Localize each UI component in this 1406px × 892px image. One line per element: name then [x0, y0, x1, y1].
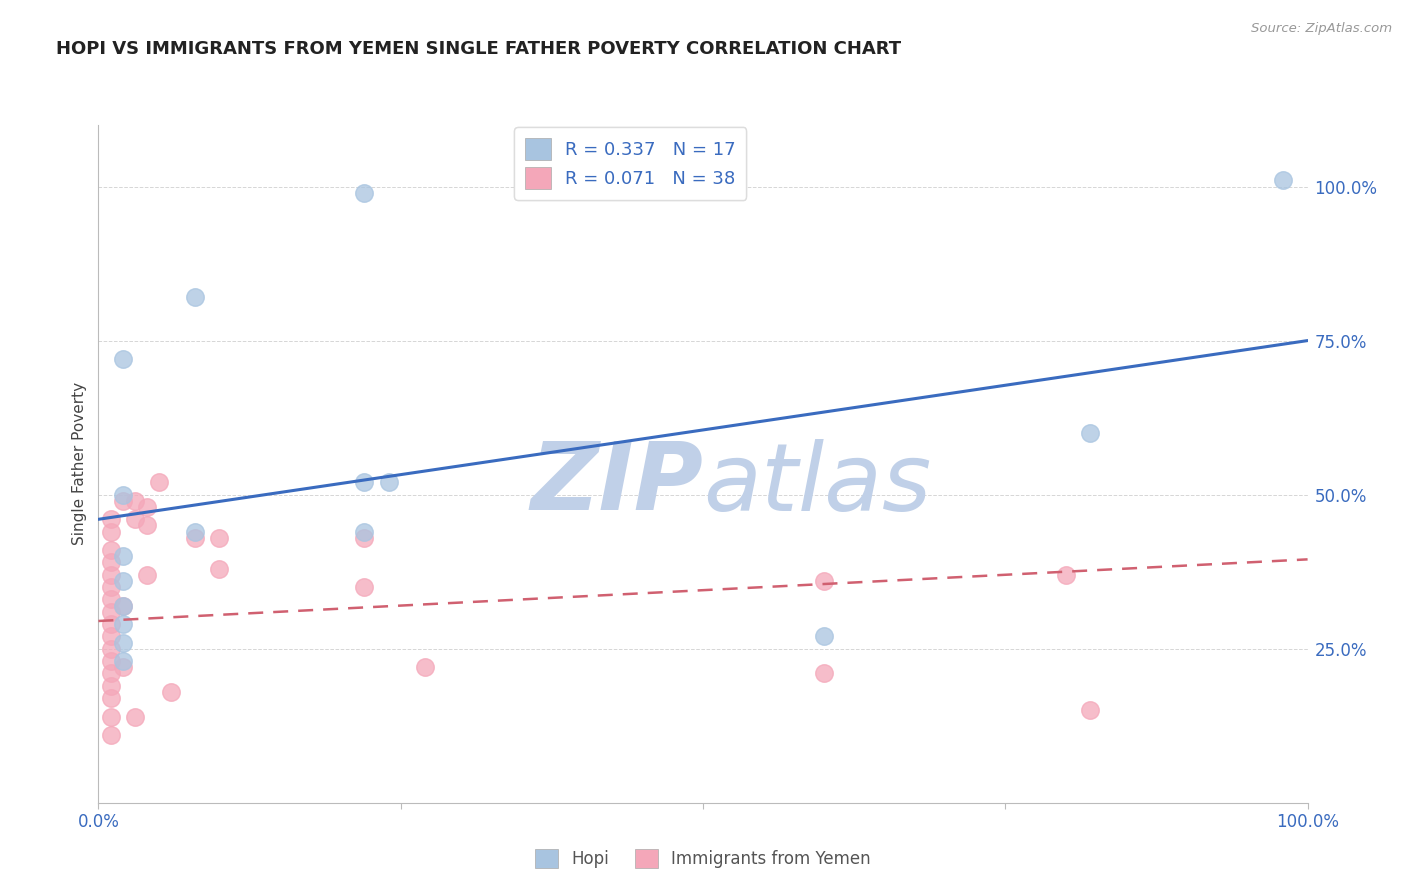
Point [813, 666, 835, 681]
Point [100, 524, 122, 539]
Point [100, 654, 122, 668]
Point [377, 475, 399, 490]
Point [184, 290, 207, 304]
Point [148, 475, 170, 490]
Point [353, 524, 375, 539]
Point [413, 660, 436, 674]
Point [100, 567, 122, 582]
Point [353, 186, 375, 200]
Point [111, 617, 134, 632]
Point [1054, 567, 1077, 582]
Point [184, 531, 207, 545]
Text: atlas: atlas [703, 439, 931, 530]
Point [353, 580, 375, 594]
Point [160, 685, 183, 699]
Point [124, 709, 146, 723]
Point [100, 629, 122, 643]
Legend: R = 0.337   N = 17, R = 0.071   N = 38: R = 0.337 N = 17, R = 0.071 N = 38 [515, 128, 747, 200]
Point [135, 567, 157, 582]
Point [111, 654, 134, 668]
Point [111, 549, 134, 564]
Y-axis label: Single Father Poverty: Single Father Poverty [72, 383, 87, 545]
Point [184, 524, 207, 539]
Point [100, 556, 122, 570]
Point [100, 679, 122, 693]
Point [100, 666, 122, 681]
Point [813, 574, 835, 588]
Point [111, 599, 134, 613]
Text: ZIP: ZIP [530, 438, 703, 530]
Point [208, 561, 231, 575]
Point [111, 574, 134, 588]
Point [353, 531, 375, 545]
Point [100, 512, 122, 526]
Point [100, 709, 122, 723]
Legend: Hopi, Immigrants from Yemen: Hopi, Immigrants from Yemen [529, 842, 877, 875]
Point [124, 493, 146, 508]
Point [111, 660, 134, 674]
Point [813, 629, 835, 643]
Point [111, 635, 134, 649]
Point [111, 599, 134, 613]
Point [100, 617, 122, 632]
Point [353, 475, 375, 490]
Point [100, 592, 122, 607]
Point [100, 543, 122, 558]
Point [111, 352, 134, 367]
Point [135, 500, 157, 514]
Point [1078, 703, 1101, 717]
Point [100, 728, 122, 742]
Point [135, 518, 157, 533]
Point [100, 691, 122, 706]
Point [111, 493, 134, 508]
Text: HOPI VS IMMIGRANTS FROM YEMEN SINGLE FATHER POVERTY CORRELATION CHART: HOPI VS IMMIGRANTS FROM YEMEN SINGLE FAT… [56, 40, 901, 58]
Point [100, 580, 122, 594]
Point [111, 488, 134, 502]
Point [1272, 173, 1295, 187]
Text: Source: ZipAtlas.com: Source: ZipAtlas.com [1251, 22, 1392, 36]
Point [208, 531, 231, 545]
Point [100, 641, 122, 656]
Point [124, 512, 146, 526]
Point [1078, 425, 1101, 440]
Point [100, 605, 122, 619]
